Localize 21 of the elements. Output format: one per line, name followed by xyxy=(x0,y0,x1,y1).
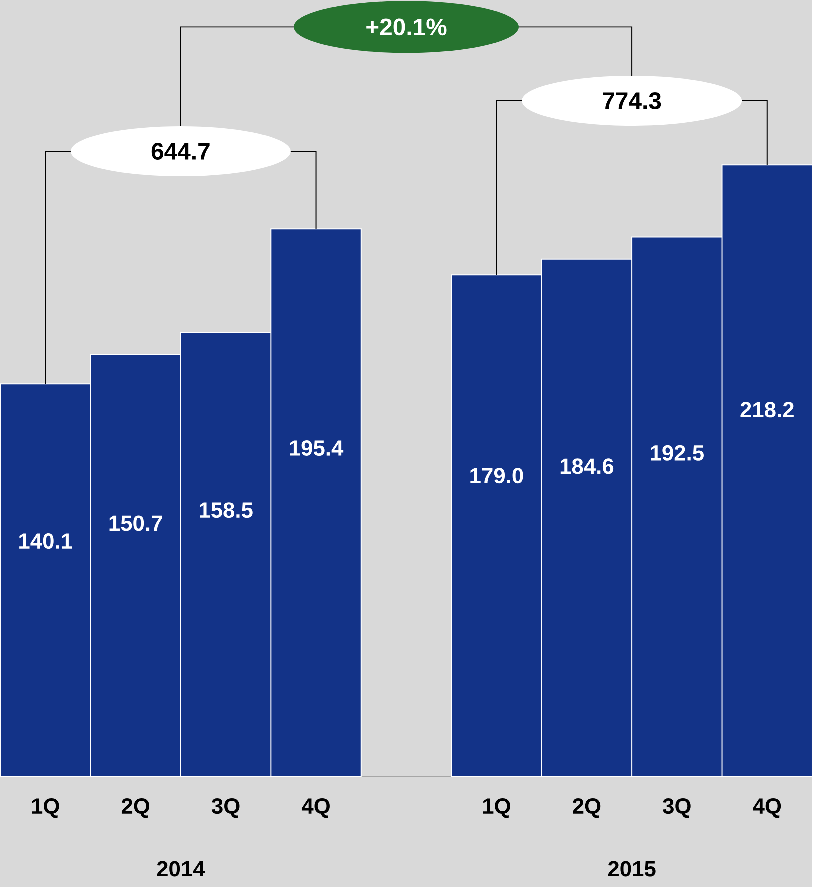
data-label: 218.2 xyxy=(740,402,794,418)
x-tick-label: 4Q xyxy=(302,798,330,818)
text: 2014 xyxy=(157,861,206,877)
x-tick-label: 2Q xyxy=(573,798,601,818)
x-tick-label: 4Q xyxy=(753,798,782,818)
x-tick-label: 2Q xyxy=(122,798,150,818)
data-label: 192.5 xyxy=(651,445,704,461)
data-label: 179.0 xyxy=(470,468,524,484)
data-label: 158.5 xyxy=(200,502,253,518)
text: +20.1% xyxy=(366,18,447,36)
data-label: 150.7 xyxy=(110,516,162,532)
text: 644.7 xyxy=(152,143,210,160)
data-label: 140.1 xyxy=(20,534,72,550)
x-tick-label: 3Q xyxy=(663,798,691,818)
text: 2015 xyxy=(608,861,656,877)
x-tick-label: 1Q xyxy=(32,798,60,818)
x-tick-label: 3Q xyxy=(212,798,240,818)
data-label: 184.6 xyxy=(560,458,614,474)
x-tick-label: 1Q xyxy=(483,798,510,818)
data-label: 195.4 xyxy=(290,440,344,456)
text: 774.3 xyxy=(603,92,662,110)
